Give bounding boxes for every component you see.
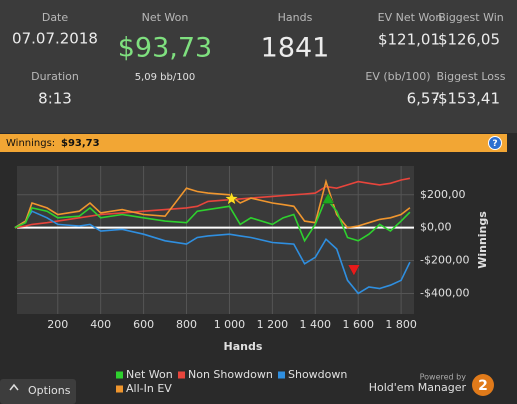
y-tick-label: -$400,00 bbox=[420, 286, 469, 299]
marker bbox=[224, 191, 239, 206]
x-tick-label: 1 600 bbox=[342, 318, 374, 331]
banner-value: $93,73 bbox=[61, 138, 100, 149]
legend-swatch bbox=[278, 371, 285, 379]
banner-label: Winnings: bbox=[6, 138, 55, 149]
date-label: Date bbox=[42, 11, 69, 24]
x-tick-label: 600 bbox=[133, 318, 154, 331]
legend-swatch bbox=[178, 371, 185, 379]
help-text[interactable]: ? bbox=[492, 139, 497, 149]
series-line bbox=[14, 196, 411, 243]
y-tick-label: $0,00 bbox=[420, 221, 452, 234]
date: 07.07.2018 bbox=[12, 30, 98, 48]
ev-net-won: $121,01 bbox=[378, 31, 440, 49]
biggest-win: $126,05 bbox=[438, 31, 500, 49]
bb100: 5,09 bb/100 bbox=[135, 72, 196, 83]
logo-text: 2 bbox=[478, 378, 488, 394]
x-tick-label: 800 bbox=[176, 318, 197, 331]
powered-by: Powered by bbox=[420, 373, 467, 382]
options-tab[interactable] bbox=[0, 379, 76, 404]
marker bbox=[347, 264, 361, 277]
series-line bbox=[14, 177, 411, 229]
series-line bbox=[14, 210, 411, 295]
logo bbox=[472, 374, 494, 396]
x-tick-label: 400 bbox=[90, 318, 111, 331]
duration-label: Duration bbox=[31, 70, 79, 83]
banner bbox=[0, 134, 507, 152]
legend-label: Showdown bbox=[288, 368, 347, 381]
legend-label: All-In EV bbox=[126, 382, 172, 395]
legend-label: Net Won bbox=[126, 368, 173, 381]
x-axis-title: Hands bbox=[224, 340, 263, 353]
y-tick-label: -$200,00 bbox=[420, 254, 469, 267]
hands: 1841 bbox=[261, 33, 330, 64]
ev-bb100: 6,57 bbox=[407, 90, 440, 108]
options-caret[interactable] bbox=[9, 383, 19, 391]
hands-label: Hands bbox=[278, 11, 313, 24]
x-tick-label: 1 800 bbox=[385, 318, 417, 331]
x-tick-label: 1 000 bbox=[214, 318, 246, 331]
brand: Hold'em Manager bbox=[369, 381, 467, 394]
biggest-loss: -$153,41 bbox=[433, 90, 500, 108]
legend-swatch bbox=[116, 385, 123, 393]
plot-bg bbox=[17, 166, 414, 314]
ev-bb100-label: EV (bb/100) bbox=[365, 70, 430, 83]
ev-net-won-label: EV Net Won bbox=[378, 11, 443, 24]
y-axis-title: Winnings bbox=[476, 211, 489, 269]
legend-label: Non Showdown bbox=[188, 368, 273, 381]
duration: 8:13 bbox=[38, 90, 72, 108]
y-tick-label: $200,00 bbox=[420, 188, 466, 201]
legend-swatch bbox=[116, 371, 123, 379]
series-line bbox=[14, 178, 411, 229]
x-tick-label: 1 400 bbox=[300, 318, 332, 331]
biggest-win-label: Biggest Win bbox=[438, 11, 504, 24]
marker bbox=[321, 192, 335, 204]
net-won: $93,73 bbox=[118, 33, 212, 64]
biggest-loss-label: Biggest Loss bbox=[436, 70, 505, 83]
x-tick-label: 1 200 bbox=[257, 318, 289, 331]
help-icon[interactable] bbox=[488, 136, 502, 150]
x-tick-label: 200 bbox=[47, 318, 68, 331]
options[interactable]: Options bbox=[28, 384, 71, 397]
header-bg bbox=[0, 0, 517, 133]
net-won-label: Net Won bbox=[142, 11, 189, 24]
